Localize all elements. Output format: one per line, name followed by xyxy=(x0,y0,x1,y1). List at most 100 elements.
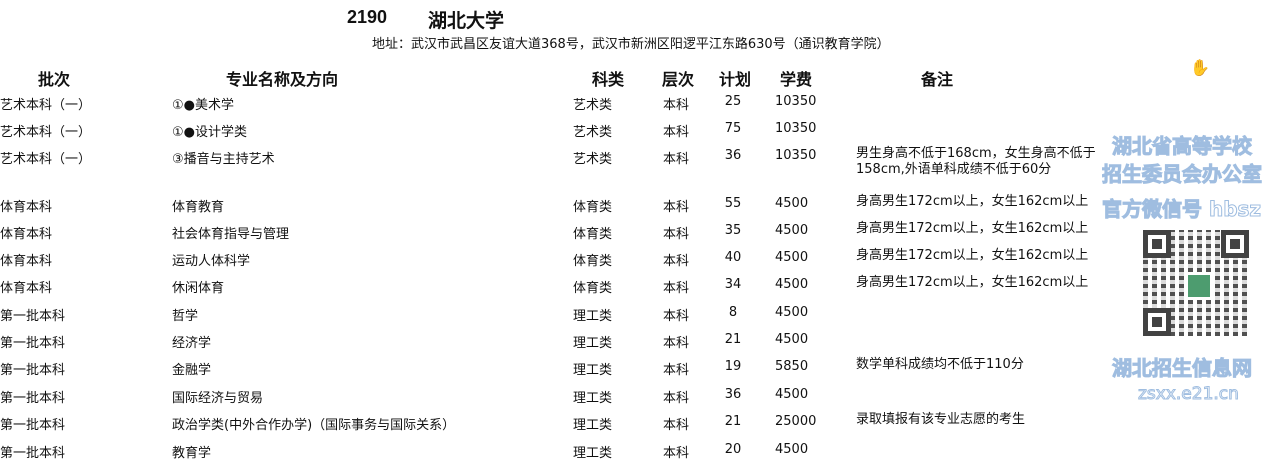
cell-category: 理工类 xyxy=(573,391,613,406)
cell-level: 本科 xyxy=(663,446,690,461)
cell-fee: 4500 xyxy=(775,442,809,457)
watermark-line3: 官方微信号 hbsz xyxy=(1102,197,1262,222)
cell-category: 艺术类 xyxy=(573,152,613,167)
cell-fee: 10350 xyxy=(775,121,817,136)
cell-major: ①●美术学 xyxy=(172,98,234,113)
cell-plan: 35 xyxy=(724,223,742,238)
cell-major: 运动人体科学 xyxy=(172,254,251,269)
cell-remarks: 录取填报有该专业志愿的考生 xyxy=(856,412,1026,427)
cell-plan: 40 xyxy=(724,250,742,265)
cell-plan: 19 xyxy=(724,359,742,374)
cell-category: 体育类 xyxy=(573,281,613,296)
school-code: 2190 xyxy=(347,7,388,27)
cell-category: 体育类 xyxy=(573,227,613,242)
table-row: 艺术本科（一） ①●美术学 艺术类 本科 25 10350 xyxy=(0,94,1265,114)
cell-major: 国际经济与贸易 xyxy=(172,391,264,406)
cell-plan: 20 xyxy=(724,442,742,457)
cell-plan: 55 xyxy=(724,196,742,211)
cell-fee: 4500 xyxy=(775,305,809,320)
cell-remarks: 身高男生172cm以上，女生162cm以上 xyxy=(856,275,1089,290)
cell-major: 休闲体育 xyxy=(172,281,225,296)
col-header-fee: 学费 xyxy=(780,70,813,89)
cell-plan: 36 xyxy=(724,387,742,402)
cell-major: 政治学类(中外合作办学)（国际事务与国际关系） xyxy=(172,418,456,433)
cell-batch: 第一批本科 xyxy=(0,418,66,433)
cell-batch: 艺术本科（一） xyxy=(0,152,92,167)
cell-remarks: 身高男生172cm以上，女生162cm以上 xyxy=(856,194,1089,209)
cell-category: 理工类 xyxy=(573,309,613,324)
cell-major: ①●设计学类 xyxy=(172,125,247,140)
cell-fee: 4500 xyxy=(775,332,809,347)
cell-category: 理工类 xyxy=(573,336,613,351)
cell-plan: 25 xyxy=(724,94,742,109)
cell-category: 理工类 xyxy=(573,418,613,433)
table-row: 第一批本科 教育学 理工类 本科 20 4500 xyxy=(0,442,1265,462)
table-row: 第一批本科 国际经济与贸易 理工类 本科 36 4500 xyxy=(0,387,1265,407)
cell-batch: 体育本科 xyxy=(0,227,53,242)
watermark-line4: 湖北招生信息网 xyxy=(1112,356,1253,381)
table-row: 体育本科 社会体育指导与管理 体育类 本科 35 4500 身高男生172cm以上，女生16… xyxy=(0,221,1265,243)
cell-batch: 第一批本科 xyxy=(0,391,66,406)
cell-major: ③播音与主持艺术 xyxy=(172,152,275,167)
cell-plan: 21 xyxy=(724,332,742,347)
school-name: 湖北大学 xyxy=(428,10,505,32)
col-header-level: 层次 xyxy=(662,70,695,89)
cell-level: 本科 xyxy=(663,309,690,324)
cell-major: 哲学 xyxy=(172,309,199,324)
cell-category: 理工类 xyxy=(573,446,613,461)
table-row: 体育本科 运动人体科学 体育类 本科 40 4500 身高男生172cm以上，女生162cm… xyxy=(0,248,1265,270)
cell-level: 本科 xyxy=(663,98,690,113)
cell-level: 本科 xyxy=(663,254,690,269)
watermark-line1: 湖北省高等学校 xyxy=(1112,134,1253,159)
cell-fee: 4500 xyxy=(775,277,809,292)
cell-remarks: 身高男生172cm以上，女生162cm以上 xyxy=(856,248,1089,263)
cell-batch: 第一批本科 xyxy=(0,336,66,351)
table-row: 第一批本科 经济学 理工类 本科 21 4500 xyxy=(0,332,1265,352)
cell-major: 教育学 xyxy=(172,446,212,461)
cell-category: 体育类 xyxy=(573,200,613,215)
cell-level: 本科 xyxy=(663,200,690,215)
school-address: 地址：武汉市武昌区友谊大道368号，武汉市新洲区阳逻平江东路630号（通识教育学… xyxy=(372,37,890,52)
cell-major: 体育教育 xyxy=(172,200,225,215)
cell-batch: 艺术本科（一） xyxy=(0,125,92,140)
table-row: 艺术本科（一） ③播音与主持艺术 艺术类 本科 36 10350 男生身高不低于168cm，… xyxy=(0,146,1265,177)
cell-fee: 25000 xyxy=(775,414,817,429)
cell-major: 经济学 xyxy=(172,336,212,351)
cell-plan: 75 xyxy=(724,121,742,136)
cell-major: 社会体育指导与管理 xyxy=(172,227,290,242)
col-header-major: 专业名称及方向 xyxy=(226,70,339,89)
cell-level: 本科 xyxy=(663,418,690,433)
cell-remarks: 身高男生172cm以上，女生162cm以上 xyxy=(856,221,1089,236)
cell-batch: 第一批本科 xyxy=(0,309,66,324)
qr-code-icon xyxy=(1143,230,1249,336)
cell-major: 金融学 xyxy=(172,363,212,378)
cell-fee: 5850 xyxy=(775,359,809,374)
cell-batch: 体育本科 xyxy=(0,200,53,215)
cell-level: 本科 xyxy=(663,152,690,167)
cell-fee: 10350 xyxy=(775,148,817,163)
cell-category: 艺术类 xyxy=(573,125,613,140)
cell-level: 本科 xyxy=(663,336,690,351)
cell-level: 本科 xyxy=(663,227,690,242)
hand-cursor-icon: ✋ xyxy=(1190,58,1210,77)
cell-remarks: 男生身高不低于168cm，女生身高不低于158cm,外语单科成绩不低于60分 xyxy=(856,146,1096,177)
watermark: 湖北省高等学校 招生委员会办公室 官方微信号 hbsz 湖北招生信息网 zsxx… xyxy=(1102,128,1265,408)
cell-level: 本科 xyxy=(663,281,690,296)
cell-fee: 4500 xyxy=(775,250,809,265)
cell-plan: 8 xyxy=(728,305,738,320)
cell-category: 体育类 xyxy=(573,254,613,269)
cell-batch: 体育本科 xyxy=(0,281,53,296)
cell-fee: 4500 xyxy=(775,196,809,211)
cell-remarks: 数学单科成绩均不低于110分 xyxy=(856,357,1024,372)
cell-category: 理工类 xyxy=(573,363,613,378)
table-row: 体育本科 体育教育 体育类 本科 55 4500 身高男生172cm以上，女生162cm以上 xyxy=(0,194,1265,216)
cell-fee: 4500 xyxy=(775,223,809,238)
cell-fee: 4500 xyxy=(775,387,809,402)
cell-level: 本科 xyxy=(663,125,690,140)
col-header-remarks: 备注 xyxy=(921,70,954,89)
table-row: 第一批本科 政治学类(中外合作办学)（国际事务与国际关系） 理工类 本科 21 25000… xyxy=(0,412,1265,434)
cell-plan: 36 xyxy=(724,148,742,163)
cell-level: 本科 xyxy=(663,363,690,378)
cell-batch: 第一批本科 xyxy=(0,446,66,461)
watermark-line5: zsxx.e21.cn xyxy=(1138,384,1240,405)
